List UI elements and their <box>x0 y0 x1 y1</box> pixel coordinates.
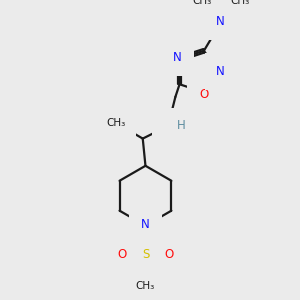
Text: CH₃: CH₃ <box>230 0 250 6</box>
Text: H: H <box>176 119 185 132</box>
Text: N: N <box>164 119 172 132</box>
Text: N: N <box>216 15 225 28</box>
Text: CH₃: CH₃ <box>136 281 155 291</box>
Text: N: N <box>173 51 182 64</box>
Text: O: O <box>199 88 208 100</box>
Text: S: S <box>142 248 149 261</box>
Text: CH₃: CH₃ <box>106 118 125 128</box>
Text: N: N <box>141 218 150 231</box>
Text: CH₃: CH₃ <box>192 0 212 6</box>
Text: N: N <box>216 65 225 78</box>
Text: O: O <box>164 248 174 261</box>
Text: O: O <box>117 248 127 261</box>
